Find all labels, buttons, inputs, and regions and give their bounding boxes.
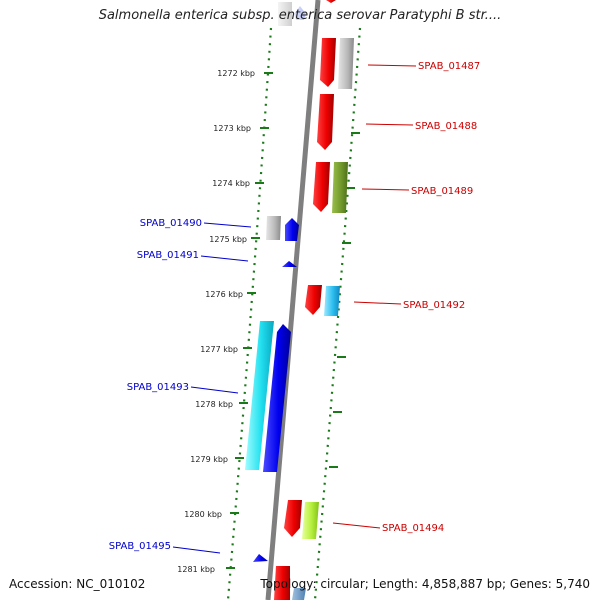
gene-arrow[interactable] <box>285 218 299 241</box>
gene-arrow[interactable] <box>284 500 302 537</box>
kbp-label: 1276 kbp <box>205 290 243 299</box>
kbp-label: 1279 kbp <box>190 455 228 464</box>
kbp-label: 1280 kbp <box>184 510 222 519</box>
gene-label[interactable]: SPAB_01492 <box>403 300 465 311</box>
kbp-label: 1272 kbp <box>217 69 255 78</box>
gene-arrow[interactable] <box>317 94 334 150</box>
genome-backbone <box>265 0 321 600</box>
gene-label[interactable]: SPAB_01487 <box>418 61 480 72</box>
gene-arrow[interactable] <box>305 285 322 315</box>
kbp-label: 1278 kbp <box>195 400 233 409</box>
gene-label[interactable]: SPAB_01490 <box>140 218 202 229</box>
gene-arrow[interactable] <box>263 324 291 472</box>
gene-arrows <box>245 0 354 600</box>
kbp-label: 1277 kbp <box>200 345 238 354</box>
gene-arrow[interactable] <box>338 38 354 89</box>
gene-label[interactable]: SPAB_01495 <box>109 541 171 552</box>
gene-label[interactable]: SPAB_01489 <box>411 186 473 197</box>
label-leaders <box>172 64 417 554</box>
accession-label: Accession: NC_010102 <box>9 577 146 591</box>
gene-arrow[interactable] <box>326 0 336 3</box>
gene-arrow[interactable] <box>294 6 306 20</box>
scale-track-left <box>226 27 273 600</box>
topology-summary: Topology: circular; Length: 4,858,887 bp… <box>260 577 590 591</box>
gene-arrow[interactable] <box>282 261 297 267</box>
gene-arrow[interactable] <box>278 2 292 26</box>
gene-arrow[interactable] <box>332 162 348 213</box>
kbp-label: 1281 kbp <box>177 565 215 574</box>
gene-arrow[interactable] <box>324 286 340 316</box>
gene-arrow[interactable] <box>320 38 336 87</box>
gene-labels: SPAB_01487 SPAB_01488 SPAB_01489 SPAB_01… <box>109 61 481 552</box>
gene-label[interactable]: SPAB_01491 <box>137 250 199 261</box>
scale-track-right <box>313 27 362 600</box>
gene-arrow[interactable] <box>253 554 268 562</box>
gene-arrow[interactable] <box>266 216 281 240</box>
kbp-labels: 1272 kbp 1273 kbp 1274 kbp 1275 kbp 1276… <box>177 69 255 574</box>
kbp-ticks <box>226 72 360 569</box>
gene-label[interactable]: SPAB_01488 <box>415 121 477 132</box>
organism-title: Salmonella enterica subsp. enterica sero… <box>98 8 502 23</box>
gene-arrow[interactable] <box>313 162 330 212</box>
kbp-label: 1275 kbp <box>209 235 247 244</box>
kbp-label: 1274 kbp <box>212 179 250 188</box>
gene-arrow[interactable] <box>292 588 306 600</box>
gene-arrow[interactable] <box>302 502 319 539</box>
gene-arrow[interactable] <box>274 566 290 600</box>
gene-label[interactable]: SPAB_01493 <box>127 382 189 393</box>
kbp-label: 1273 kbp <box>213 124 251 133</box>
gene-label[interactable]: SPAB_01494 <box>382 523 444 534</box>
gene-arrow[interactable] <box>245 321 274 470</box>
